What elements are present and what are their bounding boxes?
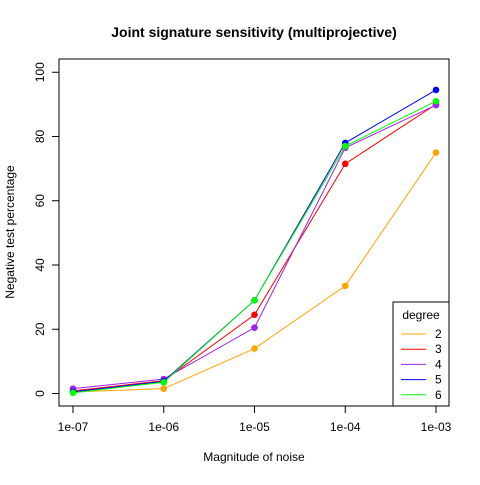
- data-point: [160, 378, 168, 386]
- x-tick-label: 1e-06: [148, 420, 179, 434]
- y-tick-label: 100: [33, 62, 47, 82]
- plot-frame: [58, 58, 450, 407]
- legend: degree 234 56: [392, 301, 450, 407]
- data-point: [341, 142, 349, 150]
- data-point: [251, 324, 258, 331]
- data-point: [251, 297, 258, 304]
- y-axis: 0 20 40 60 80 100: [33, 62, 60, 397]
- legend-item-5: 5: [401, 373, 442, 387]
- series-line: [72, 152, 437, 393]
- series-6: [69, 97, 440, 397]
- legend-label: 6: [435, 388, 442, 402]
- legend-item-3: 3: [401, 342, 442, 356]
- legend-label: 2: [435, 327, 442, 341]
- series-layer: [69, 86, 440, 397]
- data-point: [69, 389, 77, 397]
- y-tick-label: 80: [33, 130, 47, 144]
- y-axis-label: Negative test percentage: [3, 165, 17, 299]
- x-tick-label: 1e-04: [330, 420, 361, 434]
- y-tick-label: 40: [33, 258, 47, 272]
- legend-item-4: 4: [401, 357, 442, 371]
- data-point: [251, 345, 258, 352]
- y-tick-label: 0: [33, 390, 47, 397]
- y-tick-label: 20: [33, 322, 47, 336]
- legend-label: 5: [435, 373, 442, 387]
- x-tick-label: 1e-03: [421, 420, 452, 434]
- x-tick-label: 1e-05: [239, 420, 270, 434]
- legend-item-6: 6: [401, 388, 442, 402]
- legend-box: [392, 301, 450, 407]
- data-point: [341, 160, 349, 168]
- legend-label: 4: [435, 357, 442, 371]
- data-point: [251, 311, 258, 319]
- data-point: [341, 282, 349, 290]
- legend-label: 3: [435, 342, 442, 356]
- x-tick-label: 1e-07: [58, 420, 89, 434]
- data-point: [160, 385, 168, 392]
- data-point: [432, 97, 440, 105]
- chart-title: Joint signature sensitivity (multiprojec…: [111, 24, 397, 40]
- legend-item-2: 2: [401, 327, 442, 341]
- data-point: [432, 86, 440, 94]
- y-tick-label: 60: [33, 194, 47, 208]
- data-point: [432, 149, 440, 156]
- x-axis: 1e-07 1e-06 1e-05 1e-04 1e-03: [58, 405, 452, 434]
- x-axis-label: Magnitude of noise: [203, 450, 305, 464]
- legend-title: degree: [402, 308, 440, 322]
- series-2: [69, 149, 440, 396]
